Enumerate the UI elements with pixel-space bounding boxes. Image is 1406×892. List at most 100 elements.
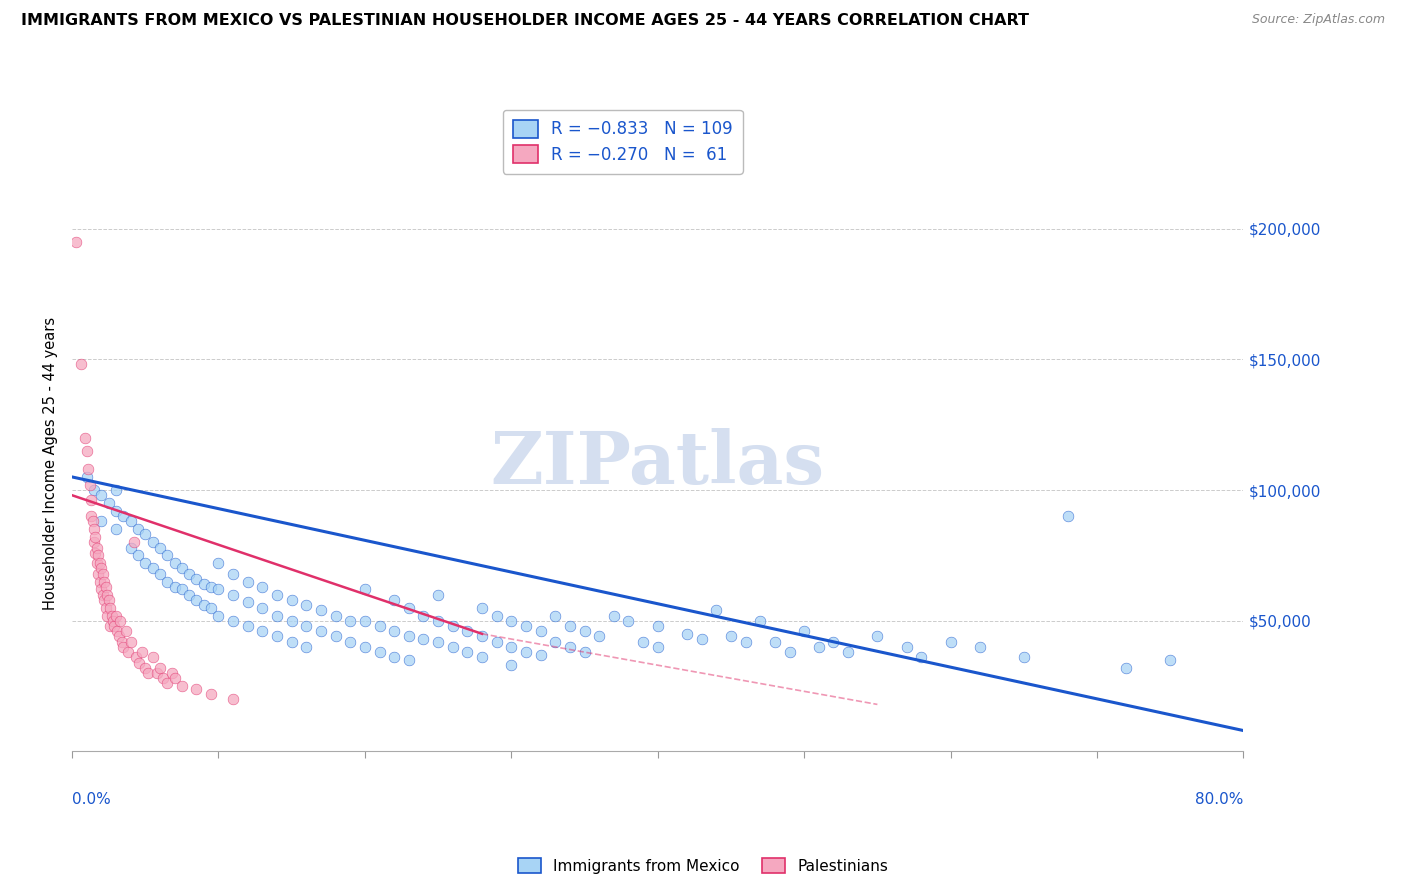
Point <box>200 687 222 701</box>
Point <box>252 580 274 594</box>
Point <box>104 504 127 518</box>
Point <box>720 629 742 643</box>
Point <box>427 588 450 602</box>
Point <box>266 608 288 623</box>
Point <box>866 629 889 643</box>
Point <box>87 549 110 563</box>
Point <box>93 592 115 607</box>
Point <box>76 470 98 484</box>
Point <box>354 614 377 628</box>
Point <box>339 614 361 628</box>
Point <box>398 600 420 615</box>
Point <box>97 496 120 510</box>
Point <box>1056 509 1078 524</box>
Point <box>170 679 193 693</box>
Point <box>471 650 494 665</box>
Point <box>485 634 508 648</box>
Point <box>117 645 139 659</box>
Point <box>412 632 434 646</box>
Point <box>186 681 208 696</box>
Point <box>222 614 245 628</box>
Point <box>471 629 494 643</box>
Point <box>134 527 156 541</box>
Point <box>98 600 121 615</box>
Point <box>427 634 450 648</box>
Point <box>149 661 172 675</box>
Legend: R = −0.833   N = 109, R = −0.270   N =  61: R = −0.833 N = 109, R = −0.270 N = 61 <box>502 110 742 174</box>
Point <box>186 572 208 586</box>
Point <box>441 619 464 633</box>
Point <box>200 580 222 594</box>
Point <box>104 522 127 536</box>
Point <box>79 477 101 491</box>
Point <box>149 566 172 581</box>
Point <box>86 556 108 570</box>
Point <box>558 619 581 633</box>
Point <box>82 515 104 529</box>
Point <box>207 556 229 570</box>
Point <box>90 488 112 502</box>
Point <box>574 645 596 659</box>
Point <box>398 629 420 643</box>
Point <box>122 535 145 549</box>
Point <box>193 598 215 612</box>
Point <box>90 515 112 529</box>
Point <box>83 522 105 536</box>
Point <box>734 634 756 648</box>
Point <box>120 634 142 648</box>
Point <box>127 522 149 536</box>
Point <box>115 624 138 639</box>
Point <box>456 645 478 659</box>
Point <box>141 650 163 665</box>
Point <box>763 634 786 648</box>
Point <box>529 648 551 662</box>
Point <box>207 582 229 597</box>
Point <box>574 624 596 639</box>
Point <box>179 566 201 581</box>
Point <box>134 661 156 675</box>
Point <box>136 666 159 681</box>
Point <box>149 541 172 555</box>
Point <box>471 600 494 615</box>
Point <box>354 640 377 654</box>
Point <box>89 574 111 589</box>
Point <box>112 509 135 524</box>
Point <box>90 561 112 575</box>
Point <box>84 530 107 544</box>
Point <box>441 640 464 654</box>
Point <box>179 588 201 602</box>
Point <box>485 608 508 623</box>
Point <box>141 561 163 575</box>
Point <box>93 574 115 589</box>
Point <box>266 588 288 602</box>
Point <box>617 614 640 628</box>
Point <box>120 515 142 529</box>
Point <box>501 658 523 673</box>
Point <box>807 640 830 654</box>
Point <box>501 614 523 628</box>
Point <box>325 629 347 643</box>
Point <box>156 574 179 589</box>
Point <box>1115 661 1137 675</box>
Point <box>91 588 114 602</box>
Point <box>382 624 405 639</box>
Point <box>65 235 87 249</box>
Point <box>309 603 332 617</box>
Point <box>325 608 347 623</box>
Point <box>75 431 97 445</box>
Point <box>94 580 117 594</box>
Point <box>823 634 845 648</box>
Point <box>89 556 111 570</box>
Text: 80.0%: 80.0% <box>1195 792 1243 806</box>
Point <box>603 608 626 623</box>
Point <box>339 634 361 648</box>
Point <box>103 619 125 633</box>
Point <box>156 676 179 690</box>
Point <box>280 614 302 628</box>
Point <box>354 582 377 597</box>
Point <box>837 645 859 659</box>
Point <box>558 640 581 654</box>
Point <box>163 580 186 594</box>
Point <box>90 582 112 597</box>
Legend: Immigrants from Mexico, Palestinians: Immigrants from Mexico, Palestinians <box>512 852 894 880</box>
